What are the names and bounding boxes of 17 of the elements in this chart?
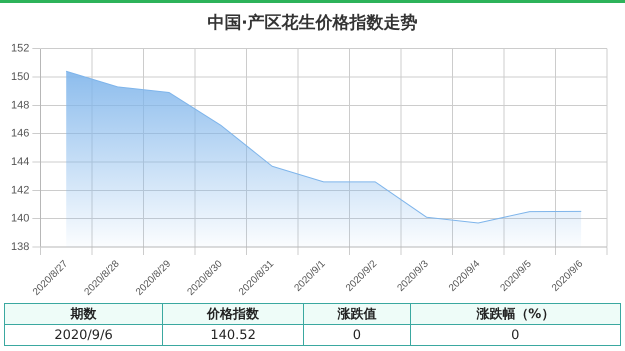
- chart-title: 中国·产区花生价格指数走势: [206, 12, 419, 34]
- y-tick-label: 152: [10, 42, 30, 55]
- y-tick-label: 148: [10, 99, 30, 112]
- y-tick-label: 144: [10, 156, 30, 168]
- y-tick-label: 138: [10, 241, 30, 254]
- text: 0: [304, 324, 410, 346]
- text: 涨跌值: [304, 304, 410, 324]
- y-tick-label: 150: [10, 70, 30, 83]
- text: 期数: [4, 304, 163, 324]
- text: 0: [410, 324, 620, 346]
- y-tick-label: 140: [10, 212, 30, 225]
- text: 涨跌幅（%）: [410, 304, 620, 324]
- text: 2020/9/6: [4, 324, 163, 346]
- text: 价格指数: [162, 304, 304, 324]
- y-tick-label: 146: [10, 128, 30, 140]
- text: 140.52: [162, 324, 304, 346]
- y-tick-label: 142: [10, 184, 30, 196]
